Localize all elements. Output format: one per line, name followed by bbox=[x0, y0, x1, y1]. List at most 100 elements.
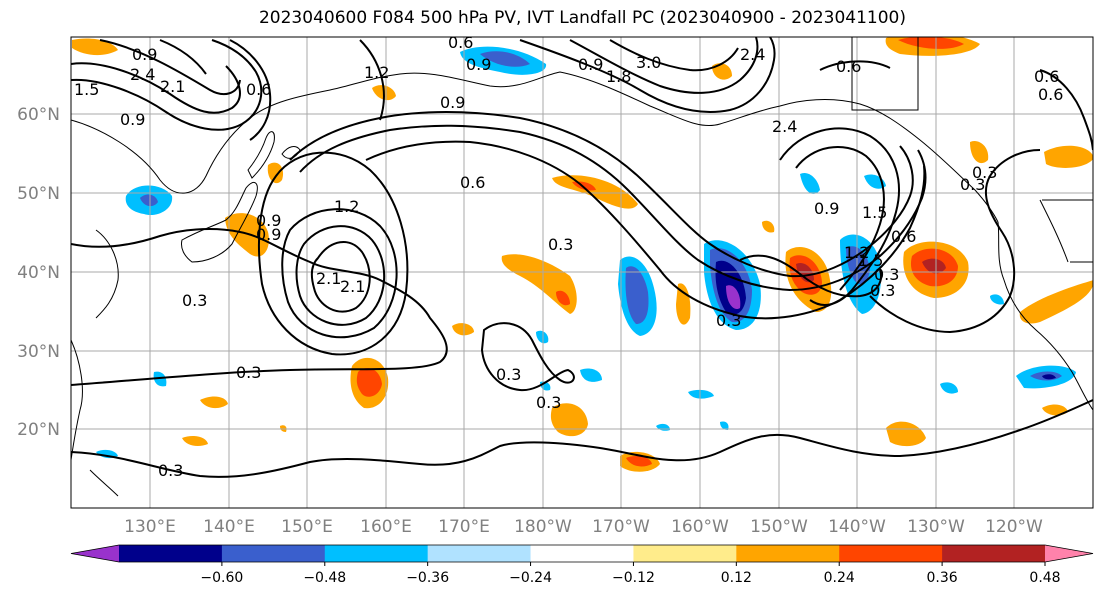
lon-tick-label: 140°W bbox=[828, 517, 886, 537]
contour-label: 0.6 bbox=[460, 173, 485, 192]
negative-anomaly-shade bbox=[153, 371, 167, 387]
lat-tick-label: 20°N bbox=[17, 420, 60, 440]
negative-anomaly-shade bbox=[625, 266, 649, 324]
positive-anomaly-shade bbox=[267, 162, 284, 184]
negative-anomaly-shade bbox=[580, 368, 602, 382]
colorbar-swatch bbox=[324, 545, 429, 562]
contour-label: 0.6 bbox=[246, 80, 271, 99]
pv-contours bbox=[71, 37, 1093, 478]
contour-label-layer: 0.9 2.4 2.1 1.5 0.9 0.6 1.2 0.6 0.9 2.4 … bbox=[74, 33, 1063, 480]
lon-tick-label: 180°W bbox=[514, 517, 572, 537]
contour-label: 0.6 bbox=[891, 227, 916, 246]
positive-anomaly-shade bbox=[572, 181, 596, 191]
contour-label: 1.5 bbox=[862, 203, 887, 222]
contour-label: 0.3 bbox=[182, 291, 207, 310]
lon-tick-label: 140°E bbox=[203, 517, 255, 537]
contour-label: 0.3 bbox=[874, 265, 899, 284]
contour-label: 0.6 bbox=[448, 33, 473, 52]
positive-anomaly-shade bbox=[626, 456, 652, 467]
contour-label: 2.4 bbox=[740, 45, 765, 64]
negative-anomaly-shade bbox=[536, 330, 549, 344]
contour-label: 0.9 bbox=[814, 199, 839, 218]
positive-anomaly-shade bbox=[676, 283, 691, 325]
colorbar-tick-label: −0.48 bbox=[303, 570, 346, 586]
contour-label: 2.1 bbox=[316, 269, 341, 288]
lon-tick-label: 120°W bbox=[985, 517, 1043, 537]
contour-label: 1.2 bbox=[364, 63, 389, 82]
lon-axis: 130°E 140°E 150°E 160°E 170°E 180°W 170°… bbox=[124, 517, 1043, 537]
colorbar-swatch bbox=[427, 545, 532, 562]
lon-tick-label: 160°W bbox=[671, 517, 729, 537]
lon-tick-label: 160°E bbox=[360, 517, 412, 537]
map-border bbox=[70, 36, 1094, 509]
colorbar-tick-label: 0.24 bbox=[824, 570, 855, 586]
contour-label: 0.6 bbox=[1034, 67, 1059, 86]
contour-label: 0.9 bbox=[256, 211, 281, 230]
lat-tick-label: 40°N bbox=[17, 263, 60, 283]
lon-tick-label: 150°W bbox=[750, 517, 808, 537]
colorbar-swatch bbox=[119, 545, 223, 562]
colorbar-tick-label: −0.60 bbox=[200, 570, 243, 586]
lon-tick-label: 130°E bbox=[124, 517, 176, 537]
positive-anomaly-shade bbox=[1042, 404, 1068, 416]
negative-anomaly-shade bbox=[480, 51, 530, 67]
contour-label: 0.9 bbox=[466, 55, 491, 74]
contour-label: 0.3 bbox=[236, 363, 261, 382]
positive-anomaly-shade bbox=[72, 38, 118, 56]
colorbar-tick-label: 0.12 bbox=[721, 570, 752, 586]
negative-anomaly-shade bbox=[940, 382, 958, 394]
contour-label: 0.3 bbox=[870, 281, 895, 300]
positive-anomaly-shade bbox=[1019, 280, 1093, 324]
positive-anomaly-shade bbox=[550, 403, 588, 437]
contour-label: 0.9 bbox=[440, 93, 465, 112]
contour-label: 0.3 bbox=[496, 365, 521, 384]
contour-label: 0.6 bbox=[1038, 85, 1063, 104]
lat-tick-label: 50°N bbox=[17, 184, 60, 204]
lon-tick-label: 170°W bbox=[592, 517, 650, 537]
contour-label: 0.3 bbox=[548, 235, 573, 254]
positive-anomaly-shade bbox=[200, 396, 228, 409]
positive-anomaly-shade bbox=[225, 213, 269, 257]
contour-label: 3.0 bbox=[636, 53, 661, 72]
contour-label: 0.3 bbox=[536, 393, 561, 412]
contour-label: 0.3 bbox=[972, 163, 997, 182]
colorbar-swatch bbox=[221, 545, 326, 562]
colorbar-extend-min bbox=[71, 545, 119, 562]
positive-anomaly-shade bbox=[452, 323, 474, 336]
colorbar-swatch bbox=[633, 545, 737, 562]
positive-anomaly-shade bbox=[898, 37, 964, 49]
colorbar-tick-label: 0.36 bbox=[927, 570, 958, 586]
positive-anomaly-shade bbox=[712, 63, 732, 80]
negative-anomaly-shade bbox=[720, 421, 729, 430]
positive-anomaly-shade bbox=[356, 368, 382, 397]
colorbar-extend-max bbox=[1045, 545, 1093, 562]
contour-label: 1.2 bbox=[844, 243, 869, 262]
plot-title: 2023040600 F084 500 hPa PV, IVT Landfall… bbox=[258, 8, 906, 28]
lat-tick-label: 60°N bbox=[17, 105, 60, 125]
positive-anomaly-shade bbox=[886, 421, 926, 447]
positive-anomaly-shade bbox=[182, 436, 208, 446]
contour-label: 2.1 bbox=[340, 277, 365, 296]
contour-label: 0.3 bbox=[158, 461, 183, 480]
contour-label: 1.2 bbox=[334, 197, 359, 216]
lon-tick-label: 170°E bbox=[438, 517, 490, 537]
negative-anomaly-shade bbox=[990, 294, 1004, 305]
colorbar-swatch bbox=[736, 545, 840, 562]
lon-tick-label: 150°E bbox=[281, 517, 333, 537]
colorbar-swatch bbox=[942, 545, 1046, 562]
colorbar-tick-label: −0.36 bbox=[406, 570, 449, 586]
negative-anomaly-shade bbox=[726, 285, 741, 310]
contour-label: 0.9 bbox=[578, 55, 603, 74]
colorbar-swatch bbox=[839, 545, 943, 562]
colorbar-tick-label: 0.48 bbox=[1029, 570, 1060, 586]
positive-anomaly-shade bbox=[922, 258, 946, 274]
positive-anomaly-shade bbox=[1044, 145, 1093, 168]
colorbar-outline bbox=[70, 544, 1094, 563]
graticule bbox=[71, 37, 1093, 508]
contour-label: 2.4 bbox=[772, 117, 797, 136]
contour-label: 2.4 bbox=[130, 65, 155, 84]
contour-label: 0.6 bbox=[836, 57, 861, 76]
colorbar-tick-label: −0.24 bbox=[509, 570, 552, 586]
negative-anomaly-shade bbox=[800, 172, 820, 194]
